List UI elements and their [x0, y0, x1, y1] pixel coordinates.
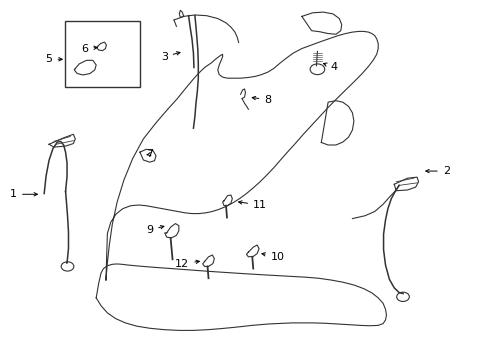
Text: 7: 7 [146, 149, 153, 159]
Text: 1: 1 [10, 189, 37, 199]
Text: 5: 5 [45, 54, 62, 64]
Text: 8: 8 [252, 95, 271, 105]
Bar [64, 21, 140, 87]
Text: 12: 12 [175, 259, 199, 269]
Text: 9: 9 [146, 225, 163, 235]
Text: 2: 2 [425, 166, 449, 176]
Text: 11: 11 [238, 200, 266, 210]
Text: 6: 6 [81, 44, 97, 54]
Text: 4: 4 [323, 63, 337, 72]
Text: 10: 10 [262, 252, 284, 262]
Text: 3: 3 [161, 52, 180, 62]
